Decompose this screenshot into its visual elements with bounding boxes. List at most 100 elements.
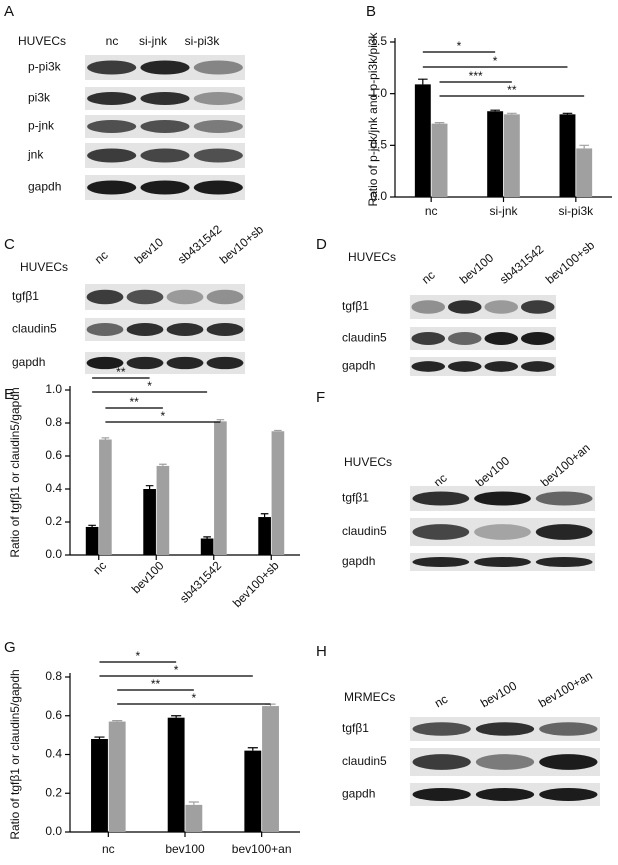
row-label: tgfβ1 (342, 721, 369, 735)
significance-mark: * (493, 54, 498, 68)
y-tick-label: 0.8 (45, 669, 62, 683)
panel-letter: E (4, 386, 14, 403)
blot-strip (85, 352, 245, 374)
blot-band (539, 788, 598, 801)
row-label: gapdh (28, 180, 61, 194)
y-tick-label: 1.0 (370, 86, 387, 100)
row-label: gapdh (342, 554, 375, 568)
significance-mark: * (192, 691, 197, 705)
error-bar (434, 122, 445, 124)
error-bar (203, 536, 211, 539)
error-bar (171, 715, 182, 718)
blot-band (193, 148, 243, 163)
blot-band (539, 722, 598, 736)
blot-band (474, 556, 531, 568)
bar (258, 517, 271, 555)
error-bar (188, 801, 199, 805)
cell-line-label: HUVECs (18, 34, 66, 48)
y-tick-label: 0.0 (370, 189, 387, 203)
bar (503, 114, 520, 197)
y-tick-label: 0.4 (45, 747, 62, 761)
bar (185, 804, 203, 832)
y-tick-label: 0.2 (45, 514, 62, 528)
blot-band (206, 289, 244, 305)
bar (99, 439, 112, 555)
lane-label: si-jnk (139, 34, 168, 48)
significance-mark: * (135, 649, 140, 663)
panel-letter: B (366, 3, 376, 20)
lane-label: sb431542 (497, 242, 547, 287)
y-tick-label: 1.0 (45, 382, 62, 396)
bar (487, 111, 504, 197)
error-bar (260, 513, 269, 518)
row-label: gapdh (12, 355, 45, 369)
lane-label: si-pi3k (185, 34, 221, 48)
blot-band (484, 332, 519, 345)
blot-band (193, 92, 243, 105)
significance-mark: ** (507, 83, 517, 97)
x-tick-label: bev100+sb (230, 558, 282, 610)
lane-label: bev10 (132, 235, 166, 267)
y-tick-label: 0.6 (45, 448, 62, 462)
blot-band (520, 300, 555, 314)
y-tick-label: 0.0 (45, 824, 62, 838)
x-tick-label: si-jnk (489, 204, 518, 218)
significance-mark: * (457, 39, 462, 53)
blot-band (126, 356, 164, 370)
panel-letter: F (316, 389, 325, 406)
panel-letter: C (4, 236, 15, 253)
error-bar (88, 524, 96, 527)
error-bar (507, 112, 517, 115)
blot-band (86, 356, 124, 370)
blot-band (411, 361, 446, 372)
blot-band (140, 148, 190, 163)
blot-band (87, 60, 137, 75)
significance-mark: ** (151, 677, 161, 691)
error-bar (274, 429, 282, 432)
panel-letter: H (316, 643, 327, 660)
y-tick-label: 0.2 (45, 785, 62, 799)
error-bar (490, 109, 500, 112)
blot-band (412, 754, 471, 770)
x-tick-label: sb431542 (177, 558, 224, 605)
panel-letter: G (4, 639, 16, 656)
blot-band (475, 722, 535, 736)
blot-band (140, 120, 190, 133)
significance-mark: * (161, 409, 166, 423)
blot-band (412, 491, 470, 506)
blot-band (484, 361, 519, 372)
row-label: tgfβ1 (342, 491, 369, 505)
blot-band (193, 60, 243, 75)
blot-band (206, 323, 244, 336)
error-bar (579, 144, 589, 149)
bar (431, 123, 448, 197)
y-tick-label: 0.6 (45, 708, 62, 722)
lane-label: nc (106, 34, 119, 48)
blot-band (447, 300, 482, 314)
x-tick-label: nc (425, 204, 438, 218)
row-label: p-jnk (28, 119, 55, 133)
blot-band (535, 556, 593, 568)
bar (91, 739, 108, 832)
row-label: claudin5 (12, 322, 57, 336)
error-bar (159, 463, 167, 466)
cell-line-label: HUVECs (20, 260, 68, 274)
error-bar (94, 736, 105, 739)
row-label: tgfβ1 (12, 289, 39, 303)
x-tick-label: bev100 (129, 558, 167, 596)
blot-band (474, 491, 531, 506)
error-bar (562, 112, 573, 115)
cell-line-label: MRMECs (344, 690, 395, 704)
panel-letter: D (316, 236, 327, 253)
error-bar (101, 437, 110, 440)
blot-band (535, 524, 593, 540)
blot-band (412, 722, 471, 736)
error-bar (216, 419, 225, 422)
lane-label: bev100 (457, 250, 496, 286)
blot-band (87, 180, 137, 195)
blot-band (140, 60, 190, 75)
error-bar (112, 719, 123, 722)
blot-band (520, 361, 555, 372)
error-bar (418, 78, 428, 85)
